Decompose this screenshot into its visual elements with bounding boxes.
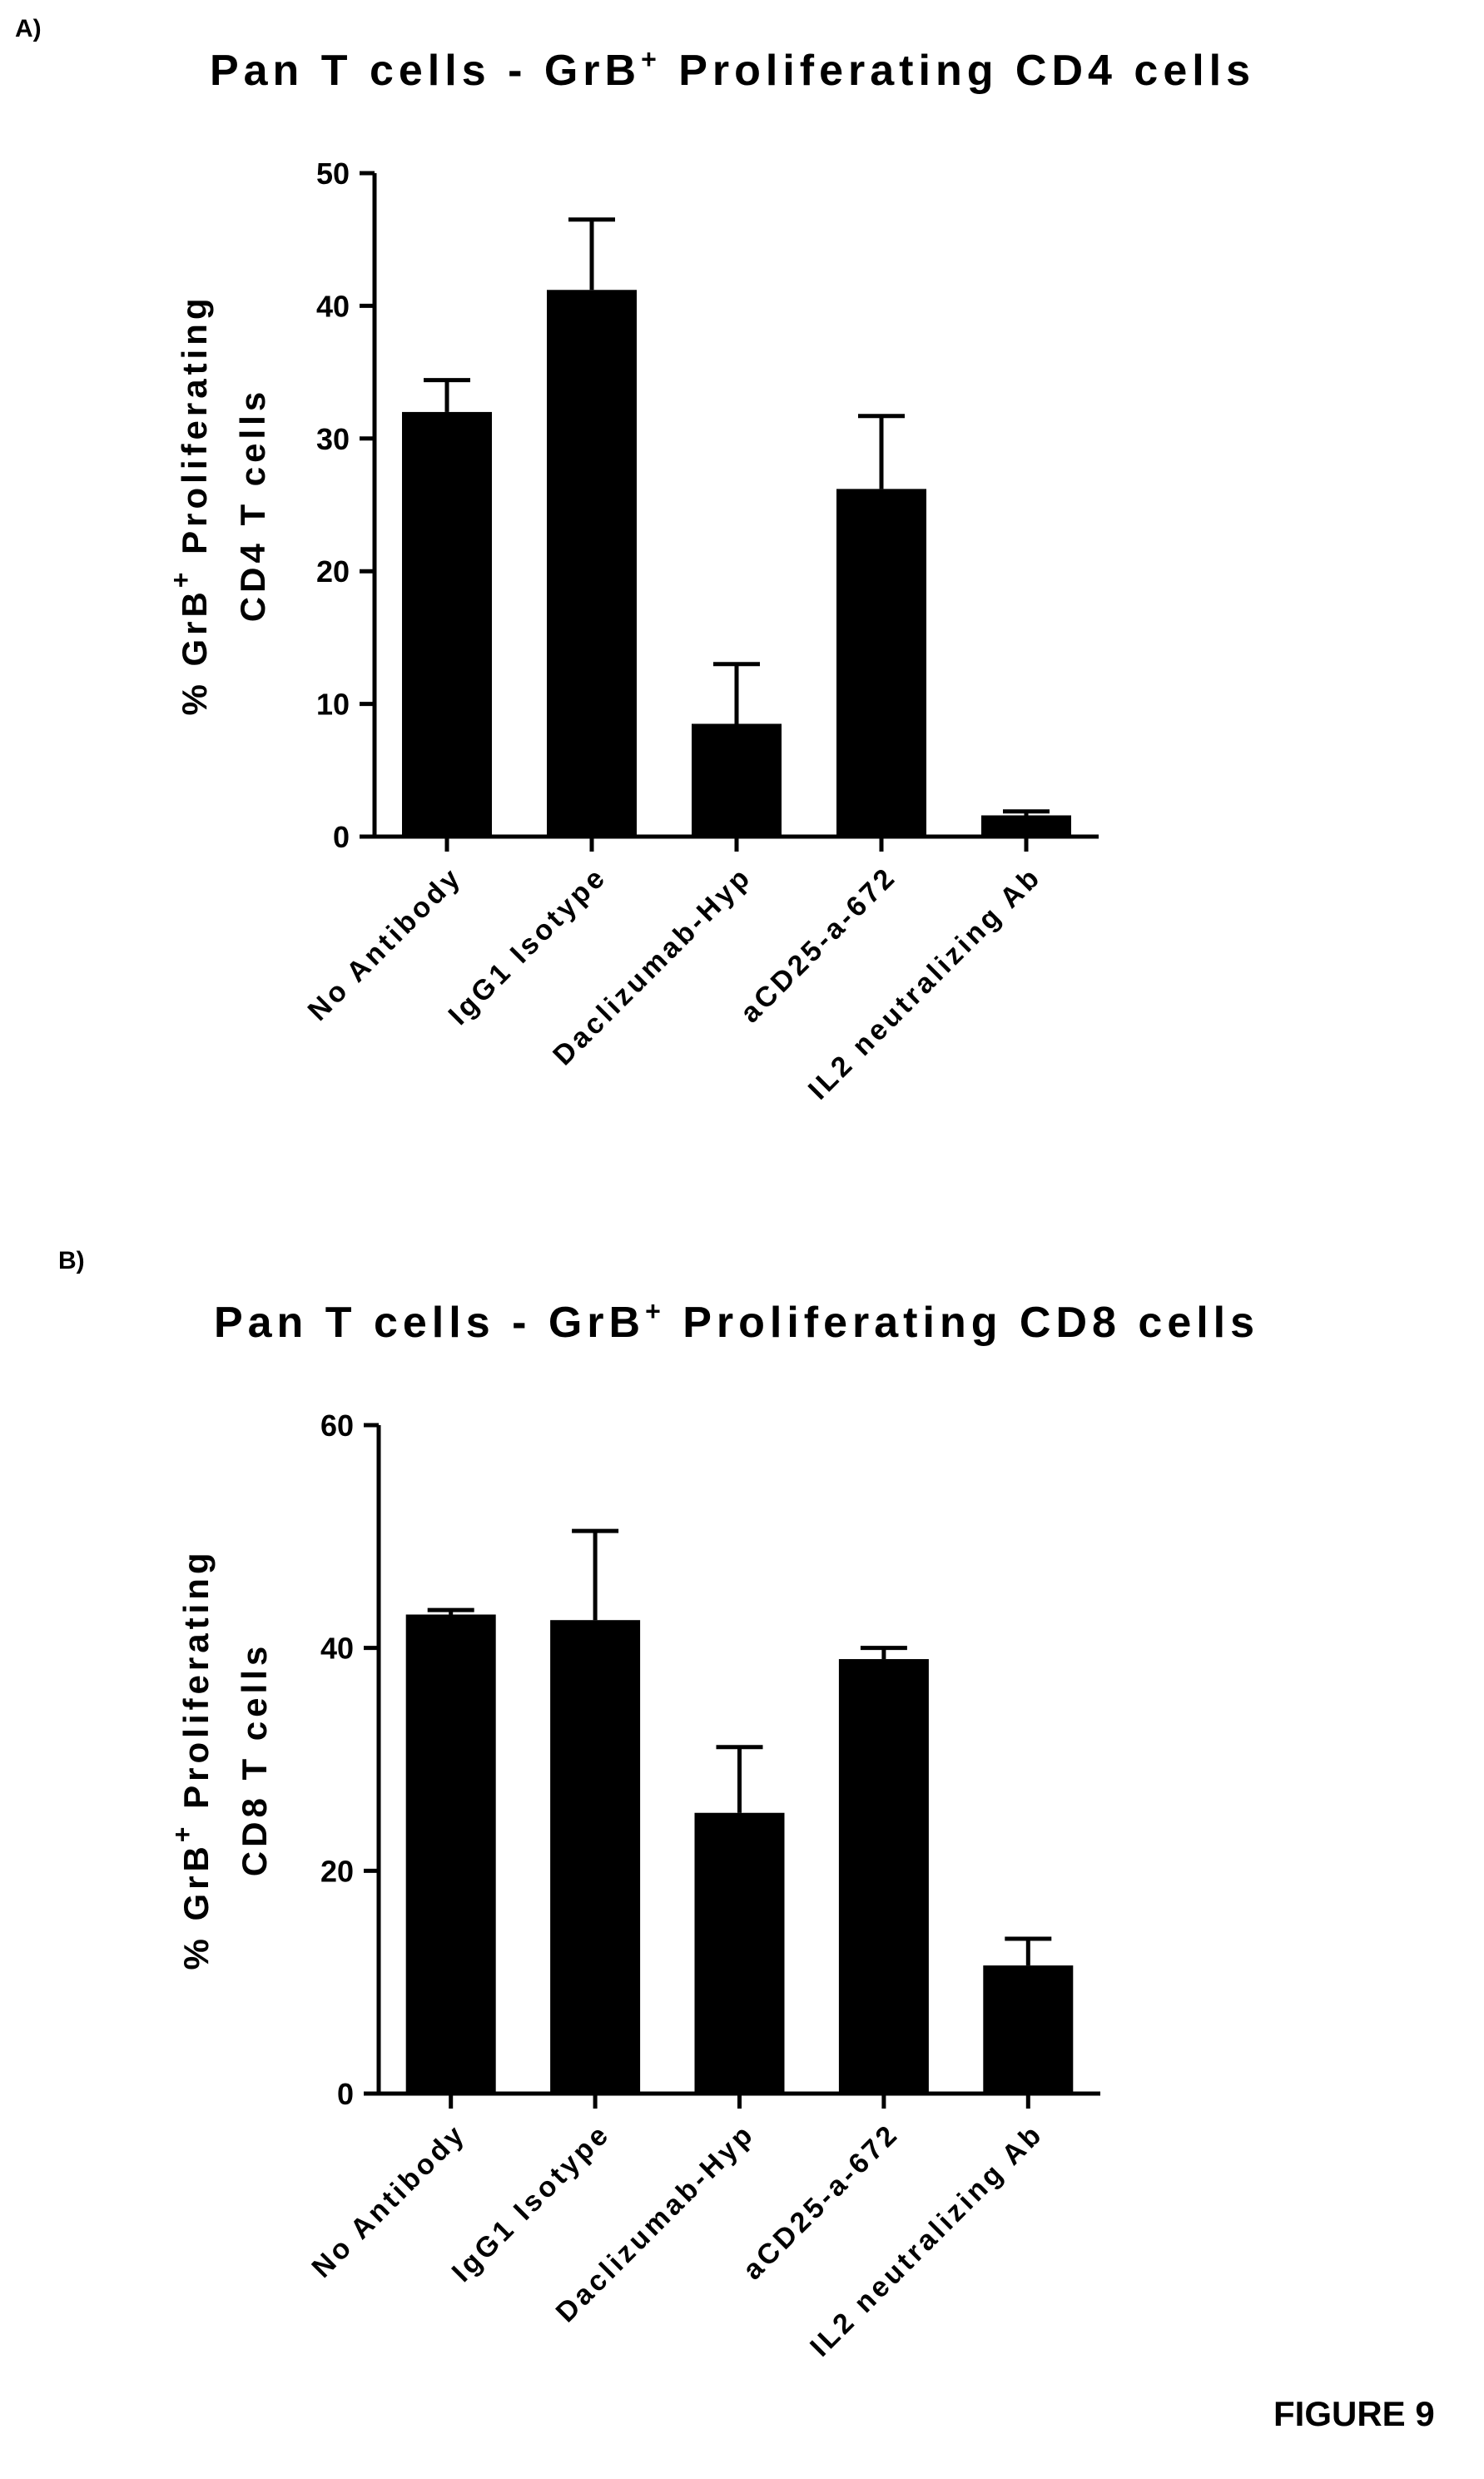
x-category-label: IgG1 Isotype bbox=[446, 2118, 617, 2288]
y-tick-label: 0 bbox=[337, 2077, 354, 2111]
x-category-label: IL2 neutralizing Ab bbox=[804, 2118, 1050, 2363]
bar bbox=[981, 815, 1071, 837]
y-tick-label: 60 bbox=[320, 1408, 354, 1443]
chart-title: Pan T cells - GrB+ Proliferating CD4 cel… bbox=[210, 44, 1255, 95]
y-axis-label-line2: CD8 T cells bbox=[235, 1642, 274, 1876]
bar bbox=[402, 411, 492, 837]
bar bbox=[547, 290, 637, 837]
bar bbox=[405, 1614, 496, 2094]
y-axis-label-line2: CD4 T cells bbox=[233, 388, 272, 622]
y-tick-label: 20 bbox=[320, 1854, 354, 1888]
bar bbox=[694, 1812, 785, 2094]
x-category-label: aCD25-a-672 bbox=[737, 2118, 905, 2286]
y-tick-label: 0 bbox=[333, 820, 350, 854]
y-tick-label: 40 bbox=[320, 1632, 354, 1666]
chart-a: Pan T cells - GrB+ Proliferating CD4 cel… bbox=[166, 44, 1255, 1106]
x-category-label: IgG1 Isotype bbox=[443, 861, 613, 1031]
bar bbox=[838, 1659, 929, 2094]
x-category-label: No Antibody bbox=[305, 2118, 472, 2284]
bar bbox=[983, 1965, 1074, 2094]
title-superscript: + bbox=[645, 1296, 666, 1326]
y-tick-label: 50 bbox=[316, 156, 350, 191]
y-axis-label-line1: % GrB+ Proliferating bbox=[166, 294, 214, 715]
y-axis-label-line1: % GrB+ Proliferating bbox=[167, 1548, 216, 1970]
panel-b-letter: B) bbox=[58, 1247, 85, 1274]
bar bbox=[836, 489, 926, 837]
x-category-label: IL2 neutralizing Ab bbox=[802, 861, 1048, 1106]
x-category-label: aCD25-a-672 bbox=[734, 861, 902, 1029]
x-category-label: No Antibody bbox=[302, 861, 469, 1027]
bar bbox=[550, 1620, 641, 2094]
chart-title: Pan T cells - GrB+ Proliferating CD8 cel… bbox=[214, 1296, 1259, 1347]
panel-a-letter: A) bbox=[15, 15, 42, 42]
title-superscript: + bbox=[641, 44, 662, 74]
chart-b: Pan T cells - GrB+ Proliferating CD8 cel… bbox=[167, 1296, 1259, 2363]
ylabel-superscript: + bbox=[167, 1823, 197, 1843]
y-tick-label: 40 bbox=[316, 289, 350, 323]
y-tick-label: 10 bbox=[316, 688, 350, 722]
figure-label: FIGURE 9 bbox=[1273, 2394, 1435, 2433]
y-tick-label: 20 bbox=[316, 554, 350, 589]
y-tick-label: 30 bbox=[316, 422, 350, 456]
ylabel-superscript: + bbox=[166, 569, 196, 589]
bar bbox=[692, 723, 782, 837]
